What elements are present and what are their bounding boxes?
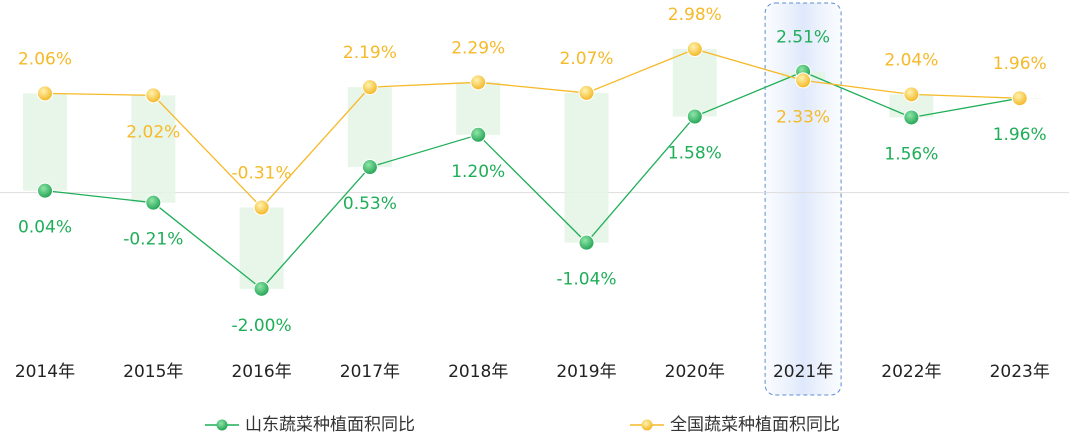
x-tick-label: 2019年	[556, 362, 616, 382]
series-point	[578, 84, 595, 101]
series-point	[903, 109, 920, 126]
x-tick-label: 2015年	[123, 362, 183, 382]
series-point	[686, 41, 703, 58]
diff-bar	[131, 95, 176, 203]
series-point	[470, 74, 487, 91]
diff-bar	[23, 93, 67, 191]
diff-bar	[889, 94, 934, 118]
data-label: 2.33%	[776, 107, 830, 127]
x-tick-label: 2023年	[990, 362, 1050, 382]
data-label: 0.04%	[18, 218, 72, 238]
diff-bar	[672, 49, 717, 117]
legend-label: 全国蔬菜种植面积同比	[670, 415, 840, 435]
diff-bar	[456, 82, 501, 135]
data-label: 2.19%	[343, 43, 397, 63]
series-point	[795, 72, 812, 89]
data-label: 1.58%	[668, 144, 722, 164]
diff-bar	[564, 92, 609, 243]
x-tick-label: 2018年	[448, 362, 508, 382]
series-point	[37, 182, 53, 199]
series-point	[361, 159, 378, 176]
data-label: 2.29%	[451, 38, 505, 58]
x-tick-label: 2017年	[340, 362, 400, 382]
data-label: 0.53%	[343, 194, 397, 214]
data-label: 2.06%	[18, 49, 72, 69]
data-label: -0.21%	[123, 230, 183, 250]
data-label: 2.07%	[559, 49, 613, 69]
data-label: 1.20%	[451, 162, 505, 182]
x-tick-label: 2021年	[773, 362, 833, 382]
data-label: 2.98%	[668, 5, 722, 25]
data-label: 1.96%	[993, 54, 1047, 74]
legend-dot	[641, 419, 653, 431]
data-label: 2.02%	[126, 122, 180, 142]
series-line	[44, 71, 1020, 290]
diff-bar	[347, 87, 392, 168]
data-label: -2.00%	[232, 316, 292, 336]
series-point	[253, 280, 270, 297]
x-tick-label: 2016年	[231, 362, 291, 382]
series-point	[1011, 90, 1028, 107]
data-label: 2.04%	[884, 50, 938, 70]
legend-label: 山东蔬菜种植面积同比	[245, 415, 415, 435]
data-label: 2.51%	[776, 28, 830, 48]
series-point	[686, 108, 703, 125]
series-point	[470, 126, 487, 143]
legend-dot	[216, 419, 228, 431]
data-label: -0.31%	[232, 163, 292, 183]
series-point	[37, 85, 53, 102]
series-point	[361, 79, 378, 96]
highlight-box	[764, 2, 842, 396]
data-label: 1.96%	[993, 125, 1047, 145]
series-line	[44, 48, 1020, 209]
x-tick-label: 2020年	[665, 362, 725, 382]
series-point	[578, 234, 595, 251]
data-label: -1.04%	[556, 270, 616, 290]
x-tick-label: 2022年	[881, 362, 941, 382]
data-label: 1.56%	[884, 144, 938, 164]
series-point	[145, 87, 162, 104]
series-point	[903, 86, 920, 103]
diff-bar	[239, 207, 284, 289]
series-point	[253, 199, 270, 216]
x-tick-label: 2014年	[15, 362, 75, 382]
series-point	[145, 194, 162, 211]
